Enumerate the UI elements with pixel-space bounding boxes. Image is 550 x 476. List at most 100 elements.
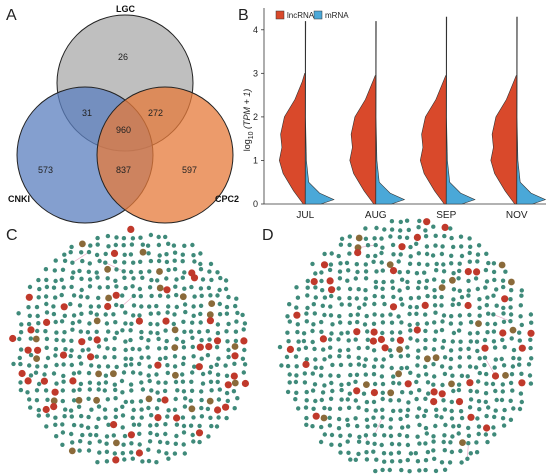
network-node-green (380, 330, 385, 336)
network-node-green (200, 381, 206, 386)
network-node-green (285, 314, 290, 319)
network-node-green (518, 314, 523, 319)
network-node-green (52, 268, 57, 273)
network-node-green (439, 327, 445, 333)
network-node-green (484, 413, 489, 419)
network-node-green (173, 441, 178, 446)
network-node-green (217, 287, 222, 293)
network-node-green (62, 330, 67, 335)
network-node-green (310, 388, 316, 393)
network-node-green (147, 439, 153, 444)
network-node-green (486, 260, 491, 266)
network-node-green (96, 381, 102, 386)
network-node-brown (502, 372, 509, 379)
network-node-green (365, 329, 370, 334)
network-node-green (363, 296, 368, 301)
network-node-green (71, 388, 76, 393)
network-node-green (182, 451, 187, 456)
network-node-red (112, 456, 120, 464)
network-node-green (182, 302, 188, 307)
network-node-green (423, 458, 429, 463)
network-node-green (215, 330, 221, 336)
network-node-green (389, 330, 395, 335)
network-node-green (181, 442, 186, 447)
network-node-green (313, 295, 318, 300)
network-node-green (484, 371, 489, 377)
network-node-green (103, 373, 109, 378)
network-node-green (129, 362, 134, 367)
network-node-green (467, 405, 473, 410)
network-node-green (181, 389, 187, 394)
legend-swatch-lncrna (275, 10, 285, 20)
network-node-green (364, 457, 370, 462)
network-node-green (123, 356, 128, 361)
network-node-green (61, 362, 66, 367)
network-node-green (68, 301, 73, 307)
network-node-green (305, 293, 310, 298)
network-node-green (88, 243, 93, 248)
violin-lncrna-nov (490, 75, 518, 205)
network-node-green (175, 388, 180, 393)
network-node-green (338, 362, 344, 368)
network-node-green (45, 413, 50, 418)
network-node-green (139, 355, 144, 360)
network-node-green (356, 451, 361, 457)
network-node-green (69, 414, 75, 419)
network-node-green (345, 278, 350, 283)
network-node-green (192, 364, 197, 369)
network-node-green (364, 417, 370, 422)
network-node-green (483, 285, 488, 290)
network-node-green (426, 391, 431, 396)
network-node-green (382, 459, 387, 464)
network-node-green (217, 312, 223, 317)
network-node-green (509, 288, 514, 293)
network-node-green (279, 363, 284, 368)
network-node-green (347, 391, 352, 396)
network-node-green (363, 262, 368, 267)
network-node-green (417, 388, 422, 393)
network-node-green (226, 354, 231, 360)
network-node-green (328, 313, 334, 318)
network-node-green (492, 365, 497, 370)
network-node-green (105, 276, 110, 281)
network-node-green (448, 440, 453, 445)
network-node-green (491, 269, 497, 275)
network-node-green (191, 354, 196, 359)
network-node-green (449, 235, 454, 241)
network-node-red (501, 295, 509, 303)
network-node-green (155, 390, 160, 395)
network-node-green (476, 424, 482, 429)
network-node-green (501, 305, 506, 311)
network-node-green (62, 407, 68, 412)
network-node-green (139, 407, 144, 412)
network-node-green (390, 279, 395, 284)
network-node-green (199, 338, 204, 343)
network-node-green (519, 371, 524, 376)
network-node-green (97, 450, 102, 455)
network-node-green (18, 347, 24, 352)
network-node-green (155, 331, 160, 336)
network-node-brown (95, 370, 102, 378)
network-node-green (509, 372, 515, 377)
network-node-green (156, 242, 162, 248)
network-node-red (381, 344, 389, 352)
network-node-green (147, 269, 152, 274)
network-node-green (415, 363, 420, 368)
network-node-green (174, 336, 179, 342)
network-node-green (155, 278, 160, 283)
network-node-green (88, 432, 93, 437)
network-node-green (112, 259, 118, 264)
network-node-green (477, 313, 482, 318)
network-node-red (110, 421, 118, 429)
network-node-green (226, 347, 231, 353)
network-node-brown (386, 261, 394, 268)
network-node-green (296, 339, 301, 344)
network-node-green (448, 226, 453, 231)
network-node-green (164, 259, 170, 265)
y-tick-label: 0 (253, 199, 258, 209)
network-node-green (405, 345, 410, 350)
network-node-brown (363, 381, 370, 388)
network-node-green (387, 348, 393, 353)
network-node-green (26, 321, 32, 327)
network-node-green (347, 251, 352, 256)
